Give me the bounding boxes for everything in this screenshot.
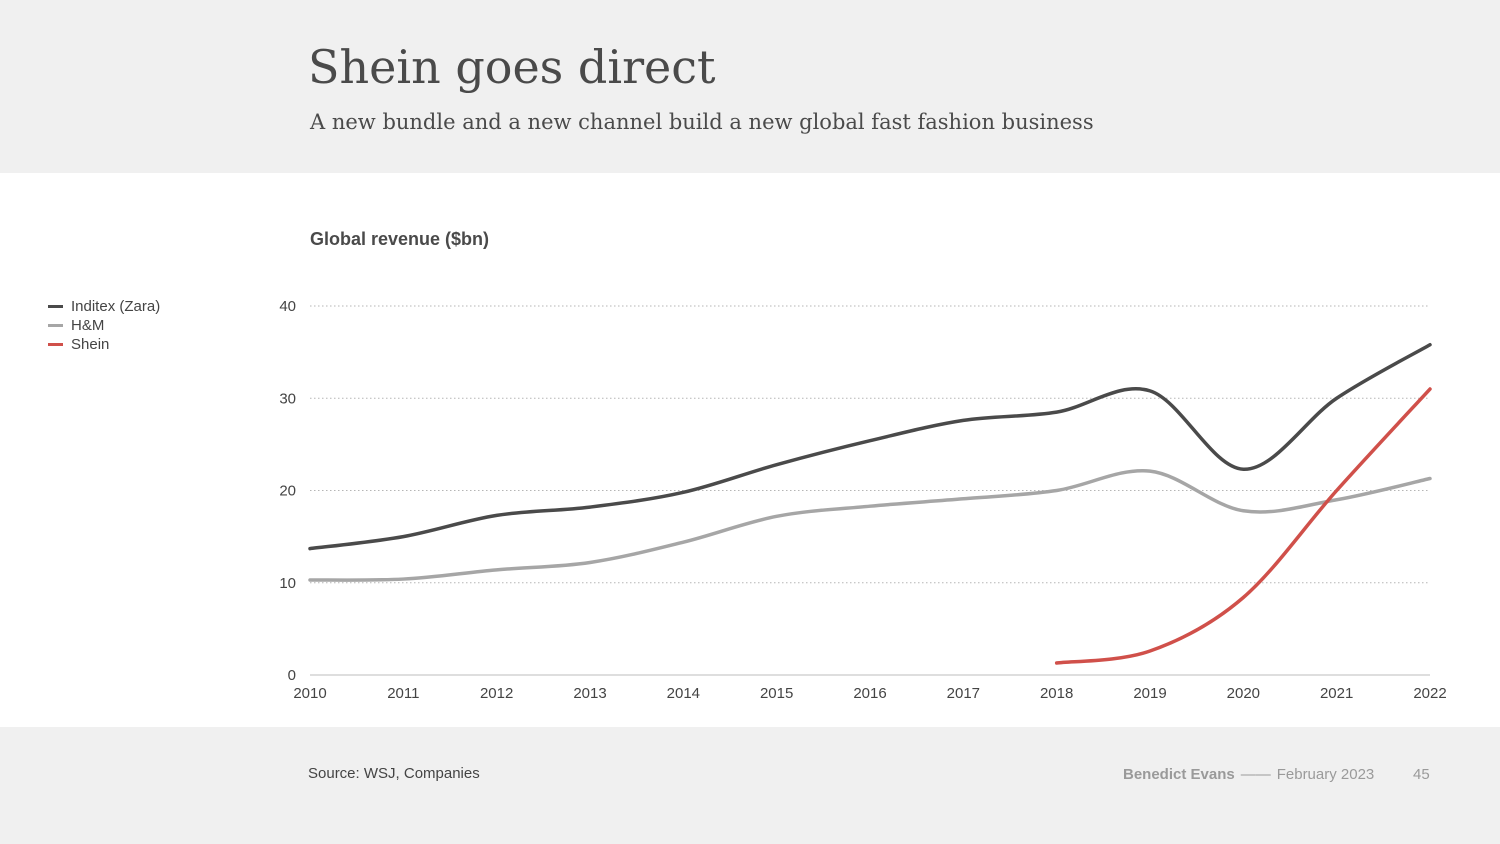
footer-separator: —— [1240,766,1271,783]
footer-date: February 2023 [1276,766,1375,783]
x-tick-label: 2016 [853,685,886,702]
legend-item-hm: H&M [48,316,160,335]
x-tick-label: 2020 [1227,685,1260,702]
header-band [0,0,1500,173]
x-tick-label: 2018 [1040,685,1073,702]
x-tick-label: 2010 [293,685,326,702]
y-tick-label: 20 [279,483,296,500]
x-tick-label: 2022 [1413,685,1446,702]
series-line-inditex-zara [308,343,1432,551]
x-tick-label: 2019 [1133,685,1166,702]
legend-label-shein: Shein [71,336,110,353]
legend-item-inditex: Inditex (Zara) [48,297,160,316]
x-tick-label: 2015 [760,685,793,702]
x-tick-label: 2021 [1320,685,1353,702]
footer-author: Benedict Evans [1123,766,1235,783]
x-tick-label: 2011 [387,685,419,702]
x-tick-label: 2014 [667,685,700,702]
legend-swatch-hm [48,324,63,327]
slide-title: Shein goes direct [308,40,716,94]
slide-subtitle: A new bundle and a new channel build a n… [310,110,1094,134]
legend-label-inditex: Inditex (Zara) [71,298,161,315]
y-tick-label: 40 [279,298,296,315]
x-tick-label: 2017 [947,685,980,702]
legend-swatch-shein [48,343,63,346]
y-tick-label: 10 [279,575,296,592]
x-tick-label: 2012 [480,685,513,702]
legend-item-shein: Shein [48,335,160,354]
legend-swatch-inditex [48,305,63,308]
source-note: Source: WSJ, Companies [308,765,480,782]
chart-legend: Inditex (Zara) H&M Shein [48,297,160,354]
y-tick-label: 30 [279,390,296,407]
footer-credit: Benedict Evans —— February 2023 [1123,766,1374,783]
chart-title: Global revenue ($bn) [310,229,490,249]
legend-label-hm: H&M [71,317,105,334]
series-line-h-m [308,468,1432,582]
series-line-shein [1054,387,1432,665]
y-tick-label: 0 [288,667,296,684]
x-tick-label: 2013 [573,685,606,702]
footer-band [0,727,1500,844]
page-number: 45 [1413,766,1430,783]
